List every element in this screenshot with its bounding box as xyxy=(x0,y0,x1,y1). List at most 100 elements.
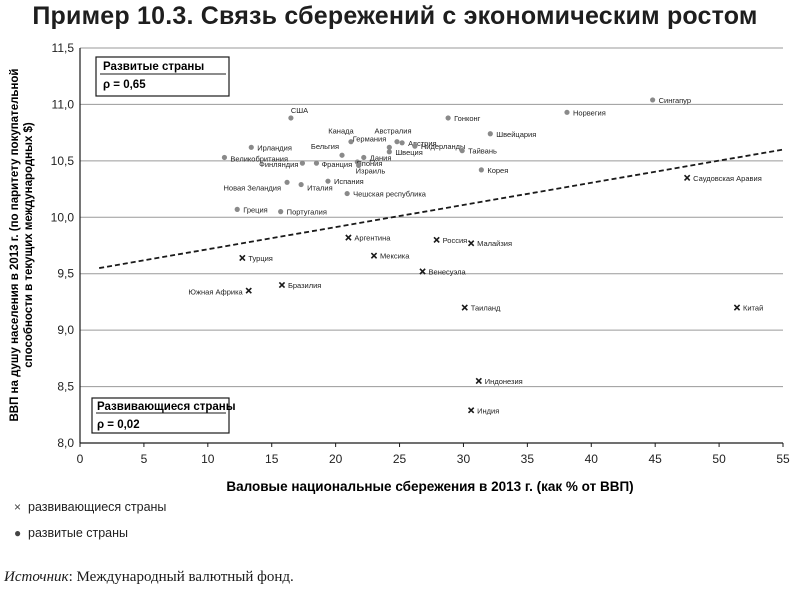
x-tick-label: 20 xyxy=(329,452,343,466)
data-point: Нидерланды xyxy=(412,142,465,151)
dot-marker xyxy=(288,115,294,121)
x-tick-label: 5 xyxy=(141,452,148,466)
cross-marker-icon: × xyxy=(14,500,22,514)
point-label: Испания xyxy=(334,177,364,186)
point-label: Индия xyxy=(477,406,499,415)
chart-title: Пример 10.3. Связь сбережений с экономич… xyxy=(32,2,758,30)
point-label: Сингапур xyxy=(659,96,691,105)
data-point: Норвегия xyxy=(564,108,606,117)
data-point: Ирландия xyxy=(248,143,292,152)
point-label: Мексика xyxy=(380,252,410,261)
data-point: Аргентина xyxy=(345,234,391,243)
point-label: Канада xyxy=(328,127,354,136)
dot-marker xyxy=(412,143,418,149)
dot-marker-icon: ● xyxy=(14,526,22,540)
data-point: Россия xyxy=(433,236,468,245)
trend-line xyxy=(99,148,784,269)
data-point: Индонезия xyxy=(475,377,523,386)
cross-marker xyxy=(733,304,741,311)
axes xyxy=(79,48,784,447)
data-point: Гонконг xyxy=(445,114,481,123)
point-label: Чешская республика xyxy=(353,190,427,199)
point-label: Китай xyxy=(743,304,763,313)
data-point: Новая Зеландия xyxy=(223,179,290,192)
x-tick-label: 10 xyxy=(201,452,215,466)
point-label: Дания xyxy=(370,153,392,162)
dot-marker xyxy=(234,206,240,212)
source-label: Источник xyxy=(4,569,69,585)
point-label: Малайзия xyxy=(477,239,512,248)
point-label: Финляндия xyxy=(259,160,298,169)
point-label: Норвегия xyxy=(573,108,606,117)
data-point: Австрия xyxy=(399,139,437,148)
cross-marker xyxy=(419,268,426,275)
data-point: Испания xyxy=(325,177,364,186)
dot-marker xyxy=(298,181,304,188)
data-point: Израиль xyxy=(356,162,385,175)
y-axis-label: ВВП на душу населения в 2013 г. (по пари… xyxy=(9,68,35,421)
dot-marker xyxy=(356,162,362,168)
x-tick-label: 15 xyxy=(265,452,279,466)
dot-marker xyxy=(386,149,392,155)
y-axis-label-line2: способности в текущих международных $) xyxy=(23,122,35,368)
dot-marker xyxy=(299,160,306,166)
developing-box-rho: ρ = 0,02 xyxy=(97,419,140,431)
legend-developing: × развивающиеся страны xyxy=(14,500,166,514)
data-point: Финляндия xyxy=(259,160,306,169)
cross-marker xyxy=(239,254,246,262)
point-label: Австрия xyxy=(408,139,437,148)
point-label: Франция xyxy=(321,160,352,169)
point-label: Италия xyxy=(307,184,333,193)
x-axis-label: Валовые национальные сбережения в 2013 г… xyxy=(226,479,633,494)
dot-marker xyxy=(221,154,228,161)
data-point: Китай xyxy=(733,304,763,313)
x-tick-label: 25 xyxy=(393,452,407,466)
point-label: Индонезия xyxy=(485,377,523,386)
data-point: Саудовская Аравия xyxy=(683,174,762,183)
developing-box-title: Развивающиеся страны xyxy=(97,401,236,413)
data-point: Турция xyxy=(239,254,273,263)
point-label: Россия xyxy=(443,236,468,245)
point-label: Бельгия xyxy=(311,142,339,151)
developing-box: Развивающиеся страны ρ = 0,02 xyxy=(91,397,236,434)
data-point: Швейцария xyxy=(487,130,536,139)
dot-marker xyxy=(284,179,290,185)
dot-marker xyxy=(361,154,367,161)
cross-marker xyxy=(467,407,475,414)
data-point: Корея xyxy=(478,166,508,175)
point-label: Корея xyxy=(487,166,508,175)
point-label: Бразилия xyxy=(288,281,321,290)
y-tick-label: 10,0 xyxy=(51,210,75,224)
cross-marker xyxy=(475,377,482,385)
dot-marker xyxy=(459,148,465,154)
point-label: Австралия xyxy=(374,127,411,136)
dot-marker xyxy=(445,115,451,121)
cross-marker xyxy=(683,174,691,181)
data-point: Венесуэла xyxy=(419,267,466,276)
cross-marker xyxy=(461,304,468,311)
dot-marker xyxy=(487,131,493,137)
data-point: Таиланд xyxy=(461,304,501,313)
data-point: Австралия xyxy=(374,127,412,145)
dot-marker xyxy=(325,178,331,184)
cross-marker xyxy=(370,252,378,259)
dot-marker xyxy=(394,139,400,145)
source-text: : Международный валютный фонд. xyxy=(68,569,294,585)
data-point: Сингапур xyxy=(650,96,691,105)
data-point: Бельгия xyxy=(311,142,345,158)
data-point: Швеция xyxy=(386,148,423,157)
point-label: Саудовская Аравия xyxy=(693,174,762,183)
x-tick-label: 50 xyxy=(712,452,726,466)
dot-marker xyxy=(278,209,284,215)
y-tick-label: 8,0 xyxy=(57,436,74,450)
x-tick-label: 30 xyxy=(457,452,471,466)
data-points: Сингапур Норвегия США Гонконг Швейцария Австр… xyxy=(188,96,763,415)
dot-marker xyxy=(248,144,254,150)
y-tick-label: 10,5 xyxy=(51,154,75,168)
cross-marker xyxy=(345,234,352,241)
data-point: Великобритания xyxy=(221,154,288,163)
point-label: Швейцария xyxy=(496,130,536,139)
legend-developed-label: развитые страны xyxy=(28,526,129,540)
data-point: Португалия xyxy=(278,208,327,217)
